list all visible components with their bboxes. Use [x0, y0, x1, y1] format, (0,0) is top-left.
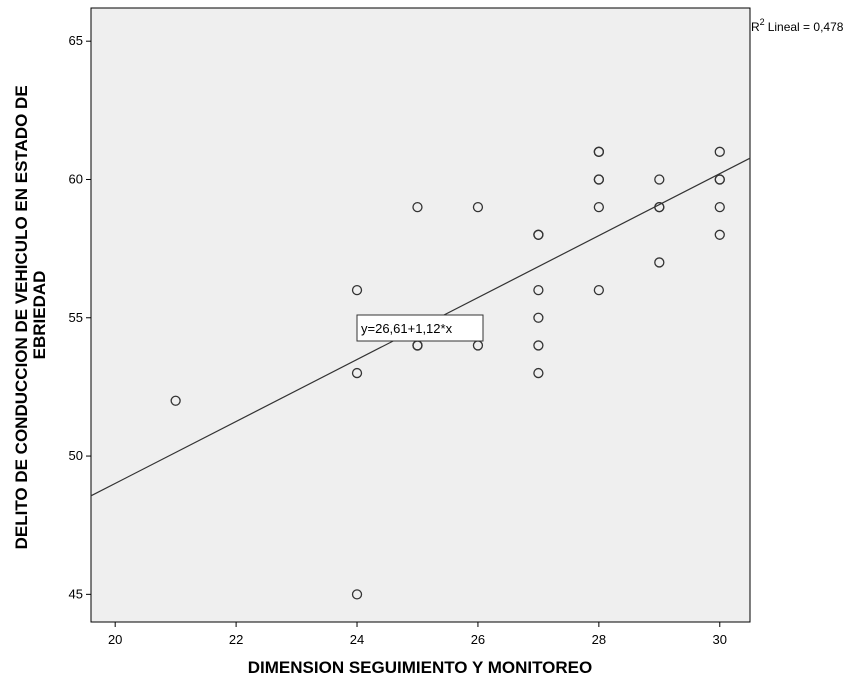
y-axis-title: DELITO DE CONDUCCION DE VEHICULO EN ESTA… — [12, 81, 49, 550]
r2-superscript: 2 — [760, 17, 765, 27]
data-point — [593, 284, 605, 296]
x-tick-label: 26 — [471, 632, 485, 647]
equation-box: y=26,61+1,12*x — [356, 314, 484, 342]
x-tick-label: 28 — [592, 632, 606, 647]
data-point — [533, 229, 544, 240]
r2-value: Lineal = 0,478 — [768, 20, 844, 34]
y-axis-title-line-2: EBRIEDAD — [30, 271, 49, 360]
data-point — [593, 201, 605, 213]
data-point — [351, 589, 363, 600]
data-point — [170, 395, 181, 406]
r2-prefix: R — [751, 20, 760, 34]
data-point — [654, 201, 665, 213]
equation-box-frame — [356, 314, 484, 342]
x-tick-label: 20 — [108, 632, 122, 647]
data-point — [654, 174, 665, 185]
y-tick-label: 60 — [69, 171, 83, 186]
x-tick-label: 30 — [713, 632, 727, 647]
y-tick-label: 55 — [69, 310, 83, 325]
data-point — [533, 312, 544, 323]
data-point — [714, 201, 725, 213]
y-tick-label: 45 — [69, 586, 83, 601]
data-point — [472, 201, 484, 213]
x-axis: 20 22 24 26 28 30 — [108, 622, 727, 647]
data-point — [593, 146, 605, 157]
y-axis-title-line-1: DELITO DE CONDUCCION DE VEHICULO EN ESTA… — [12, 85, 31, 549]
data-point — [412, 201, 423, 213]
r2-annotation: R2 Lineal = 0,478 — [751, 17, 844, 34]
data-point — [593, 174, 605, 185]
data-point — [654, 257, 665, 268]
y-tick-label: 65 — [69, 33, 83, 48]
y-axis: 45 50 55 60 65 — [69, 33, 91, 601]
fit-equation-label: y=26,61+1,12*x — [361, 321, 453, 336]
data-point — [351, 284, 363, 296]
data-point — [533, 284, 544, 296]
x-tick-label: 22 — [229, 632, 243, 647]
data-point — [533, 340, 544, 351]
x-axis-title: DIMENSION SEGUIMIENTO Y MONITOREO — [248, 658, 592, 677]
data-point — [533, 367, 544, 379]
data-points — [170, 146, 725, 600]
data-point — [714, 229, 725, 240]
data-point — [714, 146, 725, 157]
y-tick-label: 50 — [69, 448, 83, 463]
data-point — [351, 367, 363, 379]
x-tick-label: 24 — [350, 632, 364, 647]
data-point — [714, 174, 725, 185]
